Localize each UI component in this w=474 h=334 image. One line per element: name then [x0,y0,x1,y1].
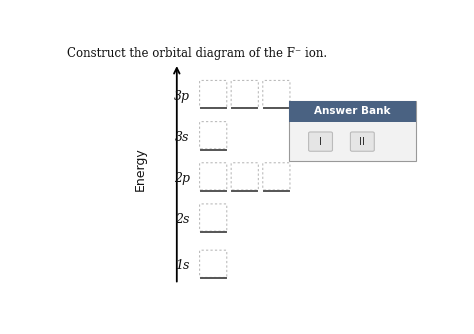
Text: I: I [319,137,322,147]
Text: II: II [359,137,365,147]
Text: 2p: 2p [173,172,190,185]
Text: 3p: 3p [173,90,190,103]
Text: Answer Bank: Answer Bank [314,107,391,116]
Text: 3s: 3s [175,131,190,144]
Text: Construct the orbital diagram of the F⁻ ion.: Construct the orbital diagram of the F⁻ … [66,46,327,59]
FancyBboxPatch shape [289,101,416,161]
FancyBboxPatch shape [350,132,374,151]
Text: Energy: Energy [134,147,146,190]
FancyBboxPatch shape [289,101,416,122]
Text: 2s: 2s [175,213,190,226]
FancyBboxPatch shape [309,132,332,151]
Text: 1s: 1s [175,260,190,273]
